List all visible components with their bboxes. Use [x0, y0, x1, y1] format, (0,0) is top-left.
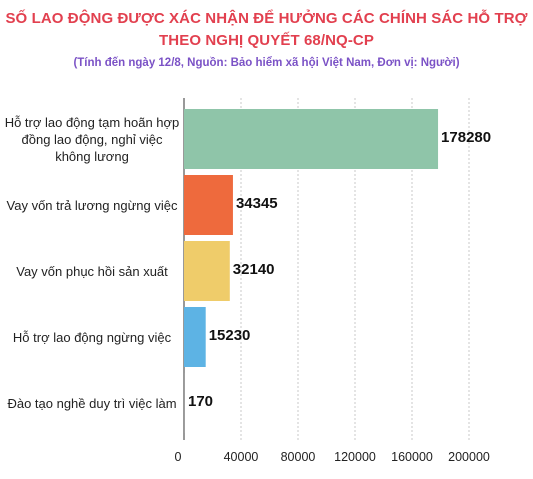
x-tick-label: 0	[174, 450, 182, 464]
x-tick-label: 120000	[334, 450, 376, 464]
chart-title: SỐ LAO ĐỘNG ĐƯỢC XÁC NHẬN ĐỂ HƯỞNG CÁC C…	[5, 10, 528, 49]
chart-subtitle: (Tính đến ngày 12/8, Nguồn: Bảo hiểm xã …	[73, 57, 460, 69]
data-label: 178280	[441, 129, 492, 146]
data-label: 34345	[235, 195, 278, 212]
x-tick-label: 80000	[280, 450, 316, 464]
y-category-label: Hỗ trợ lao động tạm hoãn hợp đồng lao độ…	[4, 114, 180, 164]
x-tick-label: 200000	[448, 450, 490, 464]
y-category-label: Vay vốn trả lương ngừng việc	[6, 197, 178, 213]
data-label: 170	[188, 393, 214, 410]
bar	[184, 175, 233, 235]
data-label: 32140	[232, 261, 275, 278]
x-tick-label: 160000	[391, 450, 433, 464]
bar	[184, 373, 185, 433]
bar	[184, 109, 439, 169]
y-category-label: Hỗ trợ lao động ngừng việc	[12, 329, 172, 345]
y-category-label: Vay vốn phục hồi sản xuất	[16, 263, 168, 279]
data-label: 15230	[208, 327, 251, 344]
y-category-label: Đào tạo nghề duy trì việc làm	[7, 395, 177, 411]
x-tick-label: 40000	[223, 450, 259, 464]
bar	[184, 241, 230, 301]
bar	[184, 307, 206, 367]
